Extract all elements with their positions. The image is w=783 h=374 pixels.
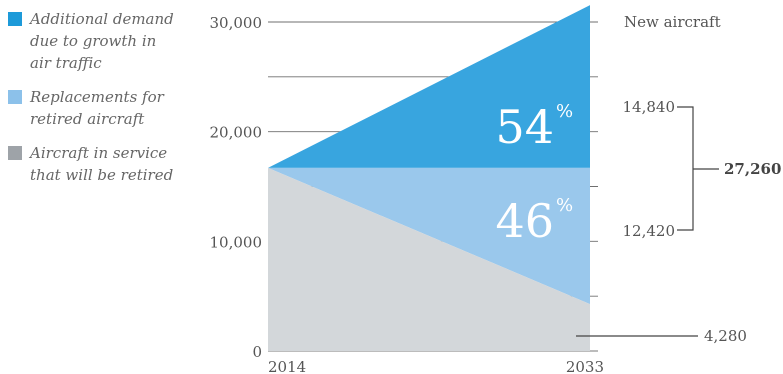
growth-percentage: 54: [495, 100, 554, 154]
legend-item-in-service: Aircraft in service that will be retired: [6, 142, 176, 186]
legend-swatch-in-service: [8, 146, 22, 160]
legend-label-replacements-line-2: retired aircraft: [30, 110, 145, 128]
legend-label-replacements-line-1: Replacements for: [30, 88, 164, 106]
x-tick-label: 2033: [566, 358, 604, 374]
area-growth: [268, 5, 590, 168]
total-value: 27,260: [724, 160, 781, 178]
legend-label-in-service-line-1: Aircraft in service: [30, 144, 168, 162]
replacement-percentage: 46: [495, 194, 554, 248]
legend-label-growth-line-2: due to growth in: [30, 32, 157, 50]
axis-labels: 0 10,000 20,000 30,000 2014 2033: [210, 14, 605, 374]
legend-item-replacements: Replacements for retired aircraft: [6, 86, 176, 130]
legend-swatch-replacements: [8, 90, 22, 104]
legend-swatch-growth: [8, 12, 22, 26]
area-replacements: [268, 167, 590, 305]
legend-label-growth-line-3: air traffic: [30, 54, 102, 72]
replacement-percentage-symbol: %: [556, 195, 573, 216]
legend-label-growth-line-1: Additional demand: [30, 10, 174, 28]
x-tick-label: 2014: [268, 358, 306, 374]
bracket: [677, 106, 694, 231]
y-tick-label: 20,000: [210, 124, 263, 142]
legend-label-in-service-line-2: that will be retired: [30, 166, 174, 184]
legend-item-growth: Additional demand due to growth in air t…: [6, 8, 176, 74]
annotations: 54 %46 %New aircraft14,84012,42027,2604,28…: [495, 13, 781, 345]
area-in-service: [268, 167, 590, 351]
chart-legend: Additional demand due to growth in air t…: [6, 8, 176, 198]
replacement-value: 12,420: [623, 222, 676, 240]
new-aircraft-label: New aircraft: [624, 13, 721, 31]
growth-percentage-symbol: %: [556, 101, 573, 122]
y-tick-label: 30,000: [210, 14, 263, 32]
y-tick-label: 0: [252, 343, 262, 361]
area-series: [268, 5, 590, 351]
growth-value: 14,840: [623, 98, 676, 116]
in-service-value: 4,280: [704, 327, 747, 345]
y-tick-label: 10,000: [210, 233, 263, 251]
